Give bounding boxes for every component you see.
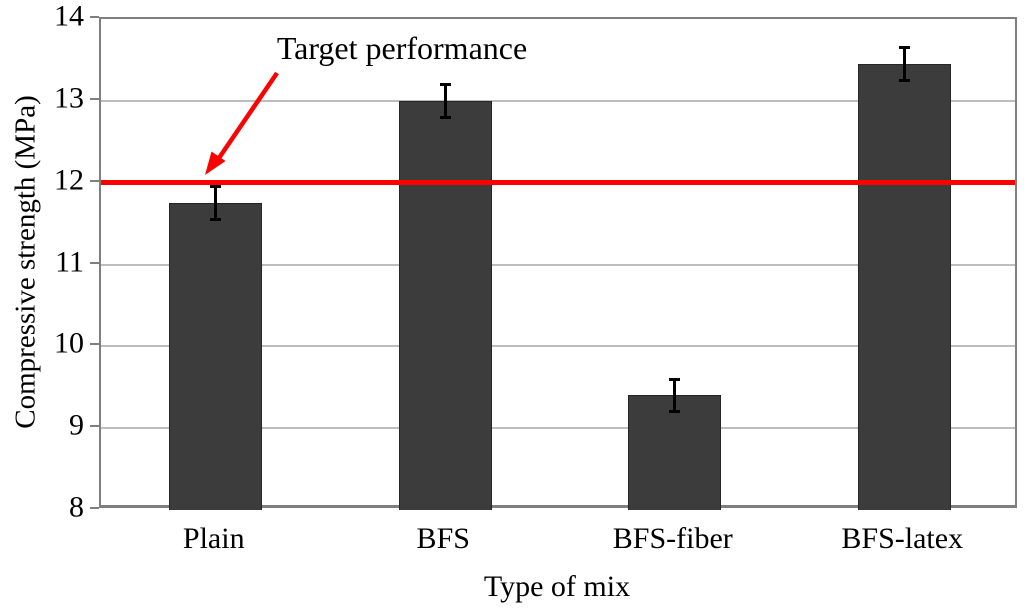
y-tick-label-13: 13	[54, 81, 84, 115]
error-bar-plain	[210, 185, 222, 189]
y-tick-label-12: 12	[54, 163, 84, 197]
error-bar-bfs-latex	[898, 46, 910, 50]
y-tick-label-14: 14	[54, 0, 84, 33]
y-tick-mark	[90, 507, 99, 509]
x-axis-title: Type of mix	[483, 570, 631, 603]
error-bar-bfs-latex	[902, 47, 906, 81]
error-bar-bfs	[443, 84, 447, 118]
gridline-y-11	[101, 263, 1015, 266]
x-tick-label-plain: Plain	[182, 522, 245, 555]
error-bar-plain	[210, 217, 222, 221]
error-bar-bfs	[439, 82, 451, 86]
plot-area	[99, 17, 1017, 510]
error-bar-plain	[214, 186, 218, 220]
annotation-label: Target performance	[276, 30, 528, 66]
target-line	[101, 180, 1015, 186]
gridline-y-10	[101, 345, 1015, 348]
error-bar-bfs	[439, 115, 451, 119]
y-tick-mark	[90, 425, 99, 428]
y-tick-label-8: 8	[69, 490, 84, 524]
y-tick-mark	[90, 179, 99, 182]
y-tick-mark	[90, 16, 99, 18]
bar-bfs-latex	[857, 64, 951, 510]
y-tick-label-10: 10	[54, 326, 84, 360]
y-tick-label-9: 9	[69, 408, 84, 442]
y-tick-mark	[90, 97, 99, 100]
bar-bfs-fiber	[628, 395, 722, 510]
bar-plain	[169, 203, 263, 510]
error-bar-bfs-fiber	[673, 379, 677, 412]
error-bar-bfs-latex	[898, 78, 910, 82]
x-tick-label-bfs-latex: BFS-latex	[841, 522, 964, 555]
gridline-y-13	[101, 99, 1015, 102]
gridline-y-9	[101, 427, 1015, 430]
error-bar-bfs-fiber	[669, 377, 681, 381]
y-tick-mark	[90, 343, 99, 346]
bar-bfs	[398, 100, 492, 510]
y-tick-label-11: 11	[55, 244, 84, 278]
x-tick-label-bfs-fiber: BFS-fiber	[612, 522, 733, 555]
x-tick-label-bfs: BFS	[416, 522, 470, 555]
y-tick-mark	[90, 261, 99, 264]
error-bar-bfs-fiber	[669, 410, 681, 414]
